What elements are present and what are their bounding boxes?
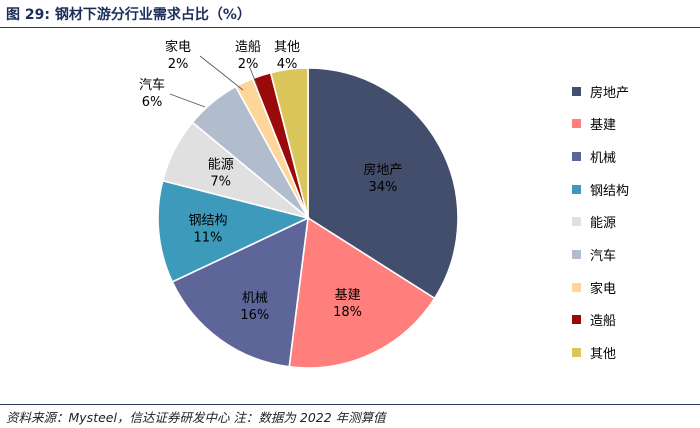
slice-label-other: 其他 [274,40,300,55]
legend-swatch-real-estate [572,86,581,96]
legend-swatch-energy [572,217,581,227]
legend-swatch-home-appliance [572,282,581,292]
legend-item-home-appliance: 家电 [572,279,629,297]
legend-label-energy: 能源 [590,216,617,232]
leader-line-automotive [169,93,206,108]
pie-slice-real-estate [307,67,459,300]
legend-item-steel-structure: 钢结构 [572,181,630,199]
title-rule [0,27,700,28]
slice-value-automotive: 6% [142,95,163,110]
legend-label-steel-structure: 钢结构 [590,183,630,199]
legend-item-automotive: 汽车 [572,246,629,264]
legend-label-infrastructure: 基建 [590,118,617,134]
slice-value-real-estate: 34% [368,180,397,195]
legend-item-other: 其他 [572,345,629,362]
slice-label-home-appliance: 家电 [165,39,191,55]
slice-label-infrastructure: 基建 [335,288,361,303]
slice-value-shipbuilding: 2% [238,57,259,72]
legend-swatch-shipbuilding [572,315,581,325]
legend-swatch-machinery [572,151,581,161]
legend-item-infrastructure: 基建 [572,116,629,134]
legend-item-machinery: 机械 [572,148,629,166]
slice-value-other: 4% [277,57,298,72]
leader-line-home-appliance [199,55,244,91]
pie-slice-infrastructure [288,216,436,369]
legend-item-shipbuilding: 造船 [572,312,629,330]
slice-value-home-appliance: 2% [168,57,189,72]
slice-value-steel-structure: 11% [193,230,222,245]
slice-label-machinery: 机械 [242,291,268,306]
legend-label-shipbuilding: 造船 [590,314,617,330]
slice-label-shipbuilding: 造船 [235,40,261,55]
legend-swatch-steel-structure [572,184,581,194]
slice-value-machinery: 16% [240,308,269,323]
legend-label-other: 其他 [590,347,617,362]
leader-line-shipbuilding [249,67,259,89]
slice-label-energy: 能源 [208,157,234,172]
legend-label-home-appliance: 家电 [590,281,617,297]
legend-item-energy: 能源 [572,214,629,232]
chart-legend: 房地产基建机械钢结构能源汽车家电造船其他 [572,83,629,377]
slice-label-real-estate: 房地产 [363,162,402,178]
legend-label-real-estate: 房地产 [590,85,630,101]
pie-slice-machinery [171,216,309,368]
legend-label-automotive: 汽车 [590,248,617,264]
slice-value-infrastructure: 18% [333,305,362,320]
source-rule [0,404,700,405]
slice-value-energy: 7% [210,174,231,189]
legend-swatch-infrastructure [572,119,581,129]
figure-title: 图 29: 钢材下游分行业需求占比（%） [6,7,251,23]
slice-label-automotive: 汽车 [139,77,165,93]
legend-item-real-estate: 房地产 [572,83,630,101]
slice-label-steel-structure: 钢结构 [188,213,227,228]
legend-swatch-other [572,348,581,357]
figure-source-note: 资料来源：Mysteel，信达证券研发中心 注：数据为 2022 年测算值 [6,410,386,425]
legend-swatch-automotive [572,249,581,259]
legend-label-machinery: 机械 [590,150,617,166]
pie-slice-steel-structure [157,179,311,283]
pie-slice-other [269,67,309,219]
